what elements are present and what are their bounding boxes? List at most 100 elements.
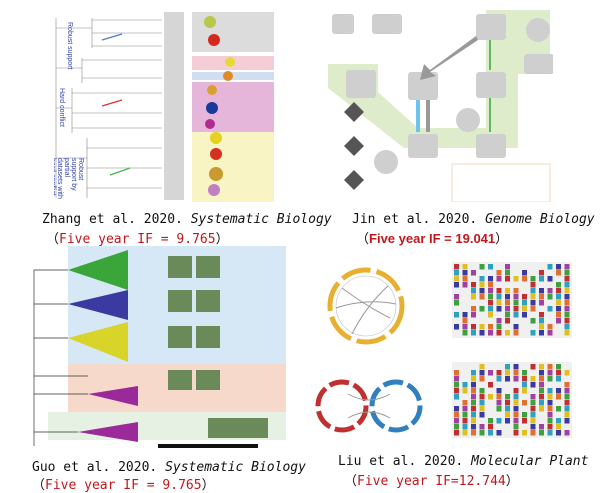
phylogeny-tree-image bbox=[52, 8, 276, 202]
paren: ） bbox=[506, 474, 519, 489]
chromosome-segment bbox=[480, 388, 485, 394]
chromosome-segment bbox=[522, 388, 527, 394]
flowchart-image bbox=[318, 8, 553, 202]
chromosome-segment bbox=[522, 376, 527, 382]
chromosome-segment bbox=[565, 382, 570, 388]
chromosome-segment bbox=[556, 364, 561, 370]
annotation-robust-support: Robust support bbox=[66, 22, 73, 69]
chromosome-segment bbox=[488, 276, 493, 282]
chromosome-segment bbox=[488, 288, 493, 294]
chromosome-segment bbox=[539, 364, 544, 370]
paren: （ bbox=[356, 232, 369, 247]
chromosome-segment bbox=[514, 288, 519, 294]
chromosome-segment bbox=[522, 412, 527, 418]
chromosome-segment bbox=[539, 382, 544, 388]
chromosome-segment bbox=[539, 312, 544, 318]
chromosome-segment bbox=[522, 400, 527, 406]
chromosome-segment bbox=[565, 294, 570, 300]
chromosome-segment bbox=[471, 294, 476, 300]
chromosome-segment bbox=[454, 276, 459, 282]
chromosome-segment bbox=[539, 400, 544, 406]
chromosome-segment bbox=[497, 388, 502, 394]
chromosome-segment bbox=[488, 382, 493, 388]
chromosome-segment bbox=[454, 382, 459, 388]
chromosome-segment bbox=[488, 430, 493, 436]
chromosome-segment bbox=[505, 376, 510, 382]
chromosome-segment bbox=[471, 370, 476, 376]
chromosome-segment bbox=[471, 330, 476, 336]
chromosome-segment bbox=[531, 364, 536, 370]
caption-liu: Liu et al. 2020. Molecular Plant bbox=[338, 454, 588, 469]
guo-phylogeny-figure bbox=[28, 246, 286, 456]
chromosome-segment bbox=[556, 270, 561, 276]
chromosome-segment bbox=[565, 324, 570, 330]
chromosome-segment bbox=[480, 276, 485, 282]
chromosome-segment bbox=[539, 424, 544, 430]
chromosome-segment bbox=[514, 430, 519, 436]
chromosome-segment bbox=[531, 406, 536, 412]
chromosome-segment bbox=[454, 282, 459, 288]
chromosome-segment bbox=[480, 330, 485, 336]
chromosome-segment bbox=[497, 300, 502, 306]
chromosome-segment bbox=[565, 370, 570, 376]
chromosome-segment bbox=[471, 418, 476, 424]
chromosome-segment bbox=[556, 430, 561, 436]
chromosome-segment bbox=[463, 388, 468, 394]
chromosome-segment bbox=[539, 276, 544, 282]
chromosome-segment bbox=[480, 394, 485, 400]
chromosome-segment bbox=[497, 306, 502, 312]
impact-factor-guo: （Five year IF = 9.765） bbox=[32, 474, 215, 493]
chromosome-segment bbox=[488, 264, 493, 270]
bamboo-tree-image bbox=[28, 246, 286, 456]
chromosome-segment bbox=[548, 406, 553, 412]
chromosome-segment bbox=[531, 412, 536, 418]
chromosome-segment bbox=[531, 382, 536, 388]
chromosome-segment bbox=[539, 406, 544, 412]
chromosome-segment bbox=[471, 412, 476, 418]
chromosome-segment bbox=[480, 324, 485, 330]
chromosome-segment bbox=[505, 264, 510, 270]
chromosome-segment bbox=[548, 370, 553, 376]
chromosome-segment bbox=[514, 364, 519, 370]
chromosome-segment bbox=[548, 394, 553, 400]
chromosome-segment bbox=[548, 294, 553, 300]
paren: ） bbox=[202, 478, 215, 493]
chromosome-segment bbox=[565, 276, 570, 282]
chromosome-segment bbox=[488, 324, 493, 330]
chromosome-segment bbox=[565, 430, 570, 436]
chromosome-segment bbox=[539, 300, 544, 306]
chromosome-segment bbox=[480, 406, 485, 412]
chromosome-segment bbox=[531, 294, 536, 300]
chromosome-segment bbox=[497, 324, 502, 330]
chromosome-segment bbox=[471, 312, 476, 318]
chromosome-segment bbox=[539, 288, 544, 294]
chromosome-segment bbox=[514, 324, 519, 330]
chromosome-segment bbox=[548, 430, 553, 436]
chromosome-segment bbox=[514, 294, 519, 300]
chromosome-segment bbox=[505, 364, 510, 370]
chromosome-segment bbox=[471, 282, 476, 288]
chromosome-segment bbox=[514, 400, 519, 406]
chromosome-segment bbox=[480, 306, 485, 312]
chromosome-segment bbox=[454, 300, 459, 306]
chromosome-segment bbox=[505, 306, 510, 312]
chromosome-segment bbox=[531, 318, 536, 324]
chromosome-segment bbox=[480, 288, 485, 294]
chromosome-segment bbox=[522, 294, 527, 300]
chromosome-segment bbox=[480, 264, 485, 270]
annotation-hard-conflict: Hard conflict bbox=[58, 88, 65, 127]
chromosome-segment bbox=[497, 430, 502, 436]
chromosome-segment bbox=[488, 418, 493, 424]
chromosome-segment bbox=[497, 418, 502, 424]
chromosome-segment bbox=[463, 400, 468, 406]
chromosome-segment bbox=[488, 394, 493, 400]
authors: Guo et al. 2020. bbox=[32, 460, 157, 475]
chromosome-segment bbox=[556, 264, 561, 270]
chromosome-segment bbox=[505, 288, 510, 294]
chromosome-segment bbox=[488, 312, 493, 318]
journal: Molecular Plant bbox=[471, 454, 588, 469]
chromosome-segment bbox=[514, 312, 519, 318]
chromosome-segment bbox=[497, 406, 502, 412]
chromosome-segment bbox=[471, 424, 476, 430]
chromosome-segment bbox=[531, 300, 536, 306]
